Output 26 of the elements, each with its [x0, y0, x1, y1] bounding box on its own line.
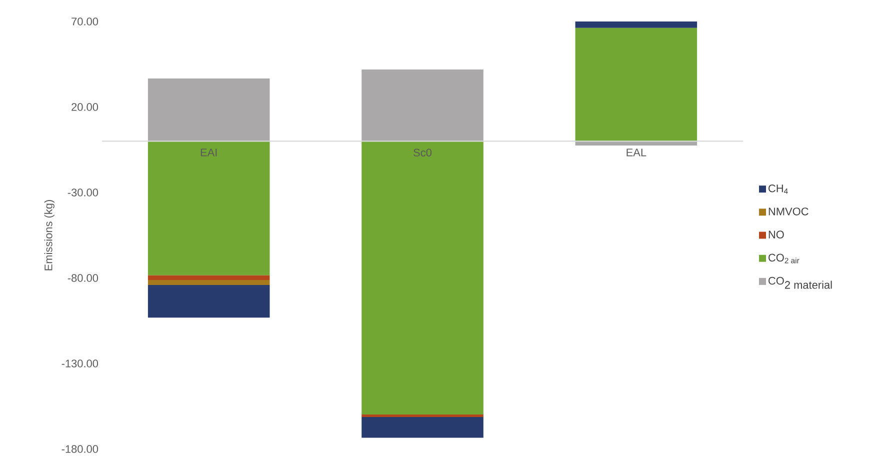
x-tick-label: EAI: [200, 148, 217, 156]
bar: [148, 141, 270, 276]
bar: [362, 70, 484, 142]
legend-label: $\hbox{CO}_{\hbox{2 material}}$: [768, 276, 832, 289]
bar: [362, 414, 484, 418]
y-axis-title: Emissions (kg): [44, 200, 54, 270]
legend-label: NO: [768, 230, 784, 238]
y-tick-label: -180.00: [62, 445, 98, 453]
bar: [148, 280, 270, 286]
bar: [148, 78, 270, 142]
x-tick-label: Sc0: [414, 148, 432, 156]
bar: [148, 285, 270, 318]
bar: [148, 275, 270, 280]
legend-label: CH$_{4}$: [768, 184, 788, 194]
y-tick-label: 70.00: [72, 18, 98, 26]
y-tick-label: -80.00: [68, 274, 98, 282]
y-tick-label: 20.00: [72, 103, 98, 111]
bar: [575, 28, 698, 142]
bar: [362, 141, 484, 414]
y-tick-label: -130.00: [62, 360, 98, 368]
bar: [575, 21, 698, 28]
x-tick-label: EAL: [626, 148, 646, 156]
y-tick-label: -30.00: [68, 188, 98, 196]
bar: [362, 417, 484, 438]
legend-label: NMVOC: [768, 208, 808, 216]
legend-label: CO$_{2 air}$: [768, 254, 800, 264]
